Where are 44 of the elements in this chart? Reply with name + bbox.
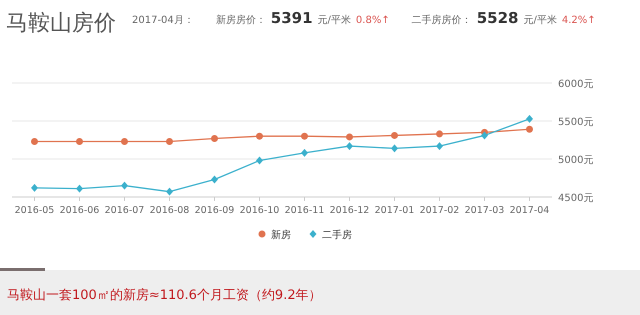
- x-tick-label: 2016-12: [330, 205, 370, 216]
- x-tick-label: 2016-08: [150, 205, 190, 216]
- point: [256, 156, 263, 165]
- point: [436, 142, 443, 150]
- point: [526, 126, 533, 133]
- chart-title: 马鞍山房价: [6, 11, 116, 36]
- point: [346, 133, 353, 140]
- text: 马鞍山一套100㎡的新房≈110.6个月工资（约9.2年）: [7, 287, 322, 303]
- x-tick-label: 2016-05: [14, 205, 54, 216]
- x-tick-label: 2016-10: [240, 205, 280, 216]
- x-tick-label: 2016-11: [284, 205, 324, 216]
- y-tick-label: 4500元: [558, 193, 594, 204]
- point: [391, 132, 398, 139]
- point: [211, 134, 218, 142]
- x-tick-label: 2016-09: [194, 205, 234, 216]
- x-tick-label: 2017-03: [464, 205, 504, 216]
- legend-label: 二手房: [322, 229, 352, 241]
- x-tick-label: 2016-07: [104, 205, 144, 216]
- header: 2017-04月： 新房房价： 5391 元/平米 0.8%↑ 二手房房价： 5528 元/平米 4.2%↑: [132, 9, 596, 27]
- x-tick-label: 2016-06: [60, 205, 100, 216]
- point: [256, 132, 263, 140]
- point: [166, 138, 173, 146]
- point: [31, 184, 38, 192]
- point: [211, 176, 218, 184]
- y-tick-label: 5500元: [558, 117, 594, 128]
- x-tick-label: 2017-01: [374, 205, 414, 216]
- point: [121, 138, 128, 146]
- point: [166, 188, 173, 196]
- point: [76, 184, 83, 193]
- x-tick-label: 2017-04: [510, 205, 550, 216]
- point: [301, 148, 308, 157]
- point: [121, 182, 128, 190]
- point: [526, 114, 533, 123]
- point: [301, 132, 308, 140]
- y-tick-label: 6000元: [558, 79, 594, 90]
- point: [391, 144, 398, 152]
- point: [346, 142, 353, 150]
- x-tick-label: 2017-02: [420, 205, 460, 216]
- y-tick-label: 5000元: [558, 155, 594, 166]
- point: [76, 138, 83, 146]
- point: [481, 131, 488, 140]
- legend-label: 新房: [271, 229, 291, 241]
- point: [436, 130, 443, 138]
- point: [31, 138, 38, 146]
